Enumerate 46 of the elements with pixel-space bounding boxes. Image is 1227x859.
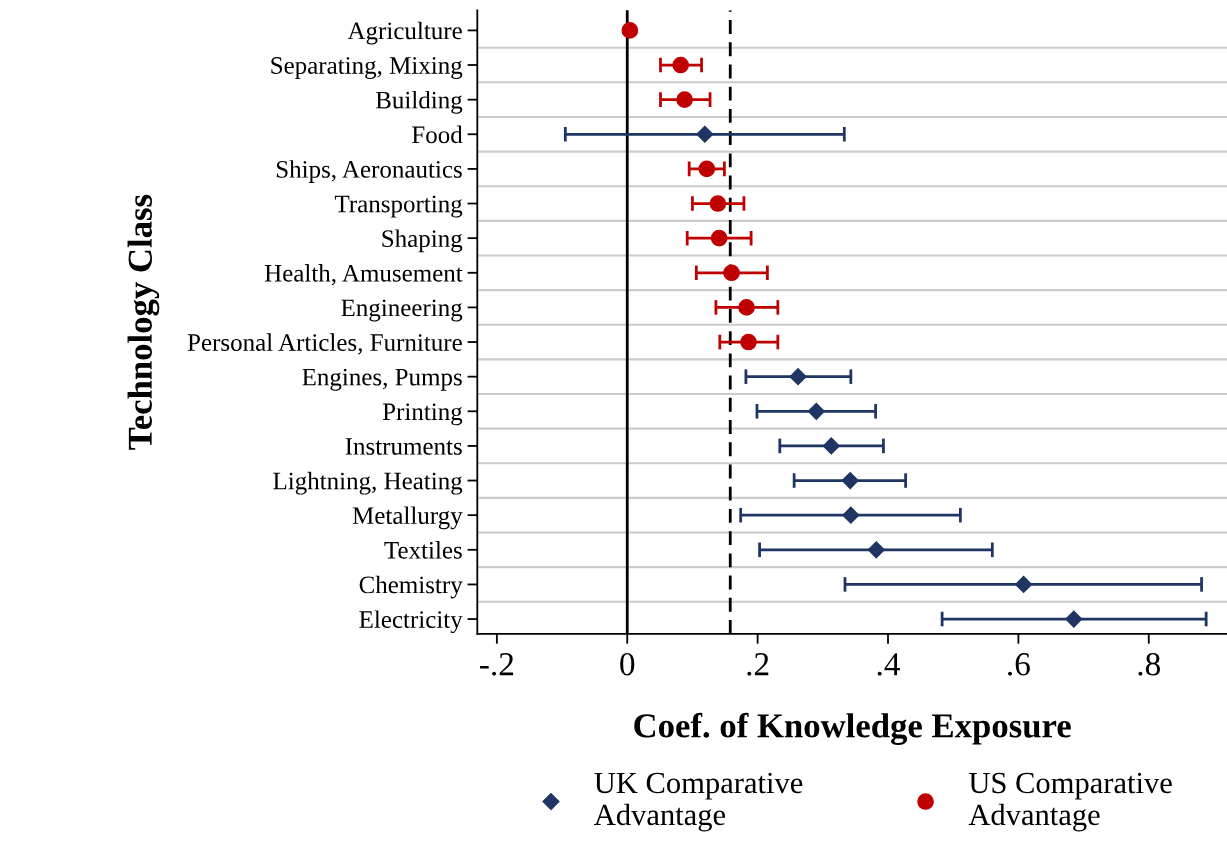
point (822, 437, 840, 455)
point (807, 402, 825, 420)
point (723, 264, 740, 282)
point (1065, 610, 1083, 628)
x-tick-label: -.2 (480, 653, 514, 676)
y-tick-label: Textiles (384, 541, 462, 559)
y-tick-label: Engines, Pumps (302, 368, 462, 391)
y-tick-label: Instruments (345, 438, 462, 455)
x-tick-label: .2 (747, 653, 769, 676)
point (676, 91, 693, 108)
point (841, 471, 859, 490)
point (738, 299, 755, 316)
point (789, 368, 807, 386)
y-tick-label: Metallurgy (352, 506, 463, 530)
point (842, 506, 860, 524)
legend-label: UK Comparative Advantage (594, 772, 803, 832)
point (672, 56, 690, 74)
x-tick-label: .6 (1008, 653, 1030, 676)
y-tick-label: Lightning, Heating (273, 471, 463, 495)
point (709, 195, 727, 212)
legend-label: US Comparative Advantage (968, 772, 1172, 832)
y-tick-label: Building (375, 90, 463, 114)
point (740, 333, 757, 351)
x-axis-title: Coef. of Knowledge Exposure (634, 712, 1071, 745)
y-tick-label: Health, Amusement (264, 264, 463, 286)
y-tick-label: Ships, Aeronautics (276, 160, 462, 183)
y-tick-label: Personal Articles, Furniture (187, 333, 462, 355)
point (710, 229, 728, 247)
y-tick-label: Agriculture (347, 21, 462, 45)
point (867, 541, 885, 559)
point (621, 22, 639, 39)
y-tick-label: Engineering (341, 299, 463, 322)
x-tick-label: .4 (877, 653, 900, 676)
y-tick-label: Food (412, 125, 463, 144)
y-tick-label: Separating, Mixing (271, 57, 463, 80)
x-tick-label: .8 (1138, 652, 1160, 676)
y-axis-title: Technology Class (127, 194, 160, 450)
point (696, 125, 714, 143)
y-tick-label: Electricity (359, 610, 463, 634)
y-tick-label: Shaping (382, 229, 463, 253)
y-tick-label: Chemistry (359, 575, 463, 599)
point (698, 160, 716, 178)
x-tick-label: 0 (620, 652, 635, 676)
y-tick-label: Transporting (334, 195, 463, 218)
y-tick-label: Printing (382, 403, 463, 426)
point (1015, 575, 1033, 593)
